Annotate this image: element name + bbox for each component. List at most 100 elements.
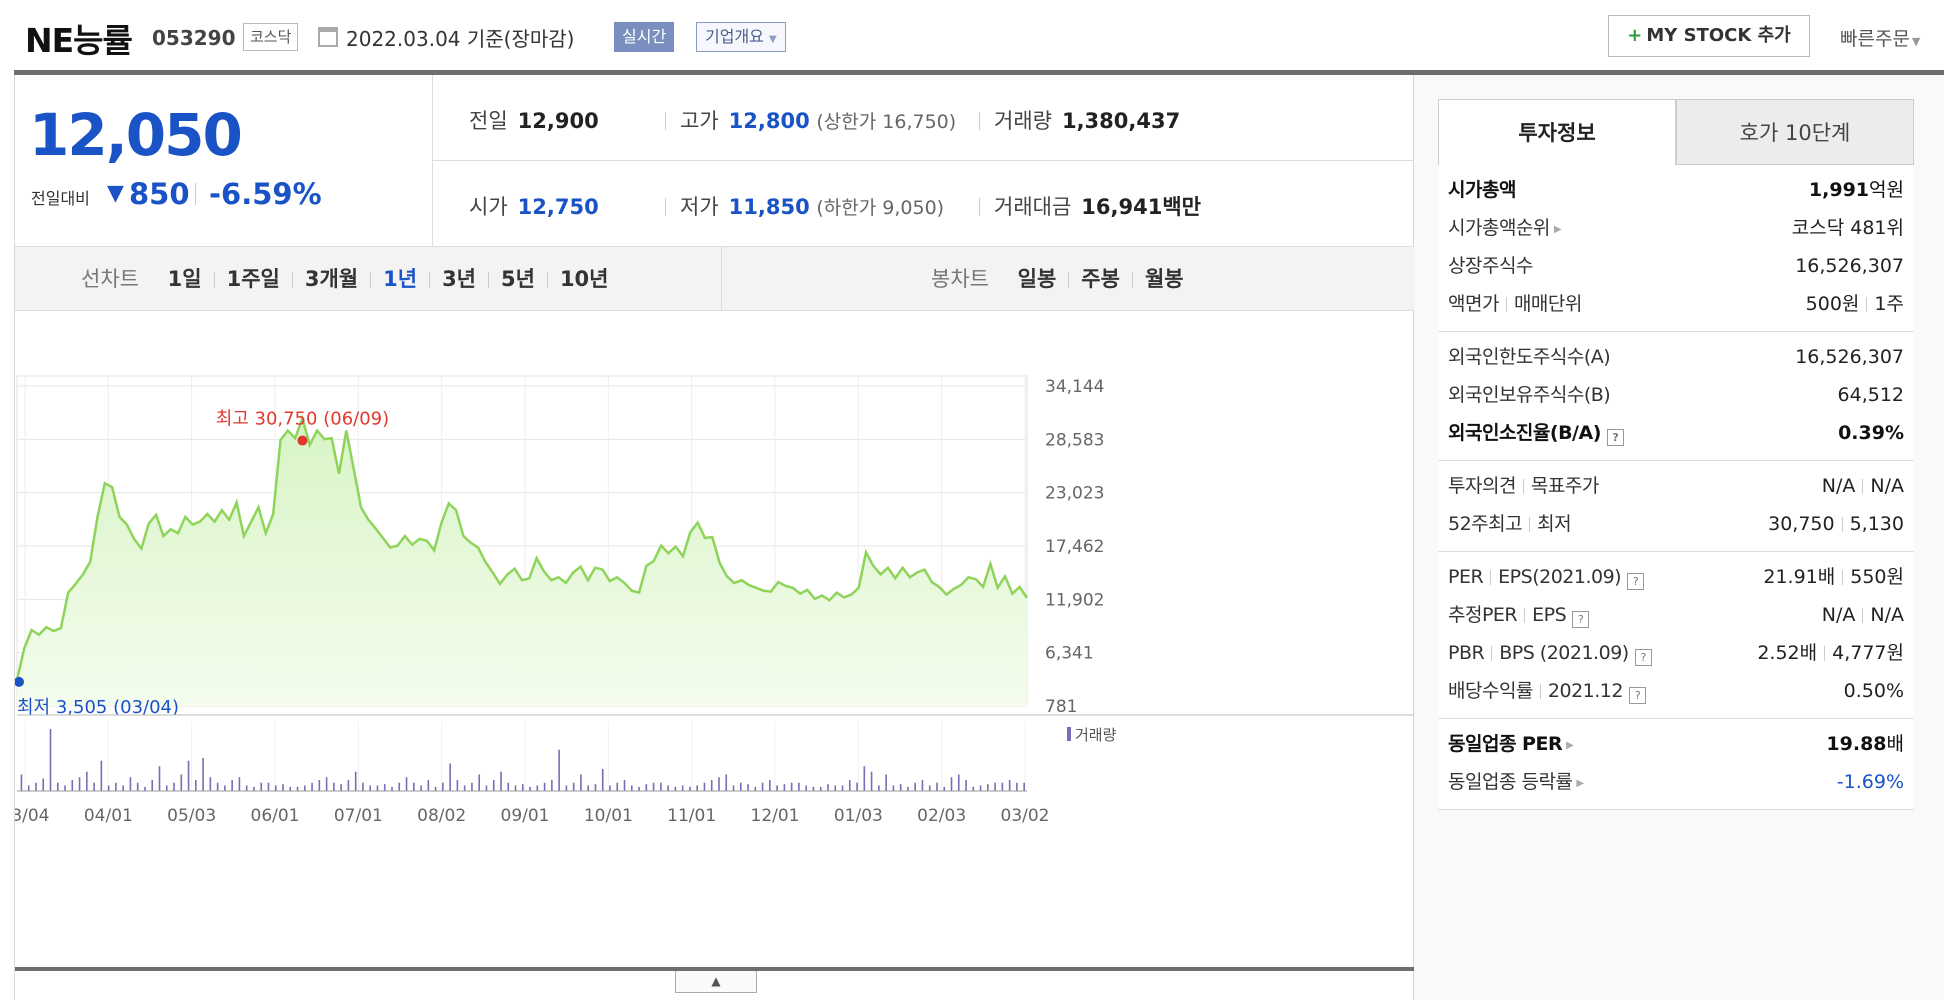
volume-bar bbox=[645, 784, 648, 791]
investment-info-panel: 투자정보 호가 10단계 시가총액 1,991억원 시가총액순위 ▶ 코스닥 481위 상… bbox=[1414, 75, 1944, 1000]
x-tick-label: 10/01 bbox=[584, 806, 633, 826]
collapse-button[interactable]: ▲ bbox=[675, 971, 757, 993]
x-tick-label: 07/01 bbox=[334, 806, 383, 826]
volume-bar bbox=[180, 774, 183, 791]
volume-bar bbox=[689, 786, 691, 791]
compare-rate: -6.59% bbox=[209, 177, 322, 211]
y-tick-label: 34,144 bbox=[1045, 377, 1104, 397]
info-key[interactable]: 시가총액순위 ▶ bbox=[1448, 217, 1562, 239]
volume-bar bbox=[78, 777, 81, 791]
volume-bar bbox=[667, 785, 669, 791]
chart-period-tabs: 선차트 1일 1주일 3개월 1년 3년 5년 10년 봉차트 일봉 주봉 월봉 bbox=[15, 247, 1414, 311]
volume-bar bbox=[660, 782, 662, 791]
tab-candle[interactable]: 일봉 bbox=[1017, 267, 1057, 291]
compare-value: 850 bbox=[129, 177, 190, 211]
info-row: 동일업종 PER ▶ 19.88배 bbox=[1448, 725, 1904, 763]
info-section: 외국인한도주식수(A) 16,526,307 외국인보유주식수(B) 64,512 외국… bbox=[1438, 332, 1914, 461]
tab-period[interactable]: 10년 bbox=[559, 267, 609, 291]
quick-order-dropdown[interactable]: 빠른주문 ▼ bbox=[1840, 24, 1920, 51]
help-icon[interactable]: ? bbox=[1572, 611, 1590, 628]
volume-bar bbox=[173, 782, 175, 791]
volume-bar bbox=[994, 782, 996, 791]
divider bbox=[370, 272, 372, 288]
info-key: 외국인소진율(B/A)? bbox=[1448, 422, 1624, 446]
volume-bar bbox=[427, 779, 430, 791]
tab-period[interactable]: 1일 bbox=[167, 267, 202, 291]
volume-bar bbox=[681, 785, 684, 791]
volume-bar bbox=[609, 785, 611, 791]
info-value: 16,526,307 bbox=[1795, 255, 1904, 277]
volume-bar bbox=[144, 786, 146, 791]
tab-period[interactable]: 5년 bbox=[501, 267, 535, 291]
volume-bar bbox=[405, 777, 408, 791]
volume-bar bbox=[957, 774, 960, 791]
chevron-down-icon: ▼ bbox=[768, 34, 777, 45]
volume-bar bbox=[558, 749, 560, 791]
tab-period[interactable]: 1년 bbox=[383, 267, 418, 291]
tab-period[interactable]: 3개월 bbox=[304, 267, 359, 291]
volume-bar bbox=[594, 784, 597, 791]
volume-bar bbox=[710, 779, 713, 791]
volume-bar bbox=[27, 785, 30, 791]
realtime-button[interactable]: 실시간 bbox=[614, 22, 675, 52]
info-key: 외국인한도주식수(A) bbox=[1448, 346, 1611, 368]
x-tick-label: 01/03 bbox=[834, 806, 883, 826]
volume-bar bbox=[463, 785, 466, 791]
help-icon[interactable]: ? bbox=[1627, 573, 1645, 590]
volume-bar bbox=[630, 785, 633, 791]
volume-bar bbox=[572, 782, 575, 791]
volume-bar bbox=[202, 757, 204, 791]
volume-bar bbox=[209, 777, 212, 791]
volume-bar bbox=[739, 782, 742, 791]
volume-bar bbox=[776, 785, 778, 791]
info-value: N/A N/A bbox=[1821, 604, 1904, 626]
info-key: 액면가 매매단위 bbox=[1448, 293, 1582, 315]
volume-legend-label: 거래량 bbox=[1075, 726, 1117, 744]
volume-bar bbox=[442, 782, 444, 791]
tab-candle[interactable]: 월봉 bbox=[1144, 267, 1184, 291]
volume-bar bbox=[325, 777, 328, 791]
volume-bar bbox=[71, 779, 74, 791]
volume-bar bbox=[391, 786, 393, 791]
volume-bar bbox=[86, 771, 88, 791]
min-label: 최저 3,505 (03/04) bbox=[17, 697, 179, 718]
volume-bar bbox=[543, 782, 546, 791]
trade-amount: 거래대금 16,941백만 bbox=[979, 191, 1201, 221]
tab-period[interactable]: 1주일 bbox=[226, 267, 280, 291]
info-row: PBR BPS (2021.09)? 2.52배 4,777원 bbox=[1448, 634, 1904, 672]
volume-bar bbox=[434, 786, 437, 791]
tab-orderbook[interactable]: 호가 10단계 bbox=[1676, 99, 1914, 165]
info-key[interactable]: 동일업종 PER ▶ bbox=[1448, 733, 1574, 755]
info-key[interactable]: 동일업종 등락률 ▶ bbox=[1448, 771, 1584, 793]
my-stock-add-button[interactable]: + MY STOCK 추가 bbox=[1608, 15, 1810, 57]
corp-overview-dropdown[interactable]: 기업개요 ▼ bbox=[696, 22, 786, 52]
divider bbox=[1068, 272, 1070, 288]
volume-bar bbox=[362, 782, 364, 791]
volume-bar bbox=[514, 785, 517, 791]
tab-investment-info[interactable]: 투자정보 bbox=[1438, 99, 1676, 165]
volume-bar bbox=[500, 771, 502, 791]
info-value: 19.88배 bbox=[1826, 733, 1904, 755]
info-key: 52주최고 최저 bbox=[1448, 513, 1572, 535]
info-value: 코스닥 481위 bbox=[1791, 217, 1904, 239]
quote-row: 전일 12,900 고가 12,800 (상한가 16,750) 거래량 1,380,… bbox=[433, 75, 1414, 161]
price-chart[interactable]: 34,144 28,583 23,023 17,462 11,902 6,341 781 03… bbox=[15, 311, 1414, 911]
volume-bar bbox=[136, 782, 139, 791]
max-point-marker bbox=[297, 435, 308, 446]
volume-bar bbox=[318, 779, 321, 791]
help-icon[interactable]: ? bbox=[1628, 687, 1646, 704]
market-badge: 코스닥 bbox=[243, 23, 299, 51]
divider bbox=[1539, 684, 1541, 699]
volume-bar bbox=[551, 779, 553, 791]
volume-bar bbox=[129, 777, 132, 791]
tab-period[interactable]: 3년 bbox=[442, 267, 476, 291]
help-icon[interactable]: ? bbox=[1634, 649, 1652, 666]
help-icon[interactable]: ? bbox=[1606, 429, 1624, 446]
corp-overview-label: 기업개요 bbox=[705, 27, 764, 46]
tab-candle[interactable]: 주봉 bbox=[1081, 267, 1120, 291]
price-area bbox=[17, 418, 1027, 706]
volume-legend-swatch bbox=[1067, 727, 1071, 741]
volume-bar bbox=[856, 782, 858, 791]
volume-bar bbox=[790, 782, 793, 791]
volume-bar bbox=[972, 786, 975, 791]
